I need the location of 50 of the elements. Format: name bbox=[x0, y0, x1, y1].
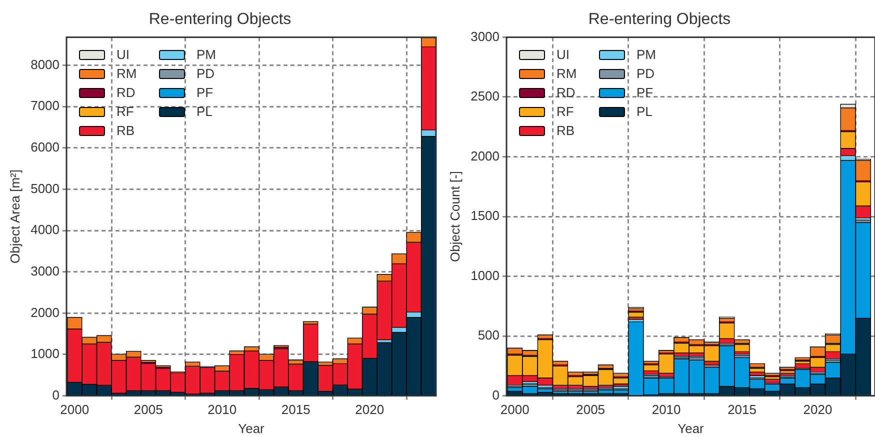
y-tick-label: 6000 bbox=[30, 140, 60, 154]
y-tick-label: 4000 bbox=[30, 222, 60, 238]
y-axis-title: Object Area [m²] bbox=[7, 170, 22, 264]
legend-label: PD bbox=[196, 66, 215, 82]
legend-label: RB bbox=[116, 123, 135, 138]
y-tick-label: 2000 bbox=[30, 304, 60, 320]
legend-label: UI bbox=[556, 47, 570, 62]
y-tick-label: 2500 bbox=[470, 88, 500, 104]
legend-label: UI bbox=[116, 47, 130, 62]
legend-label: RD bbox=[556, 85, 576, 100]
x-axis-title: Year bbox=[678, 420, 705, 436]
y-tick-label: 3000 bbox=[470, 28, 500, 44]
legend-label: PL bbox=[636, 104, 652, 120]
legend-label: PM bbox=[196, 47, 216, 62]
x-tick-label: 2020 bbox=[355, 402, 384, 418]
legend-label: PD bbox=[636, 66, 655, 82]
y-tick-label: 1000 bbox=[470, 268, 500, 283]
legend-label: PF bbox=[636, 85, 654, 100]
x-tick-label: 2010 bbox=[652, 402, 681, 418]
y-tick-label: 8000 bbox=[30, 56, 60, 72]
x-tick-label: 2000 bbox=[60, 402, 90, 418]
legend-label: PL bbox=[196, 104, 212, 120]
y-tick-label: 2000 bbox=[470, 148, 500, 164]
y-tick-label: 3000 bbox=[30, 263, 60, 278]
y-tick-label: 0 bbox=[492, 387, 500, 402]
y-tick-label: 1000 bbox=[30, 346, 60, 362]
legend-label: PM bbox=[636, 47, 656, 62]
y-tick-label: 0 bbox=[52, 387, 60, 402]
chart-title: Re-entering Objects bbox=[148, 11, 292, 28]
x-tick-label: 2010 bbox=[208, 402, 237, 418]
y-tick-label: 7000 bbox=[30, 98, 60, 114]
x-tick-label: 2015 bbox=[728, 402, 756, 418]
y-tick-label: 1500 bbox=[470, 208, 500, 224]
y-axis-title: Object Count [-] bbox=[447, 170, 462, 262]
legend-label: RF bbox=[116, 104, 134, 120]
x-tick-label: 2015 bbox=[281, 402, 310, 418]
x-tick-label: 2000 bbox=[500, 402, 530, 418]
x-tick-label: 2005 bbox=[134, 402, 163, 418]
x-axis-title: Year bbox=[238, 420, 266, 436]
legend-label: RB bbox=[556, 123, 575, 138]
x-tick-label: 2020 bbox=[803, 402, 832, 418]
y-tick-label: 500 bbox=[478, 328, 500, 343]
legend-label: RM bbox=[116, 66, 137, 82]
legend-label: RD bbox=[116, 85, 136, 100]
legend-label: RF bbox=[556, 104, 574, 120]
chart-title: Re-entering Objects bbox=[588, 11, 731, 28]
x-tick-label: 2005 bbox=[576, 402, 606, 418]
legend-label: RM bbox=[556, 66, 577, 82]
y-tick-label: 5000 bbox=[30, 180, 60, 196]
legend-label: PF bbox=[196, 85, 214, 100]
